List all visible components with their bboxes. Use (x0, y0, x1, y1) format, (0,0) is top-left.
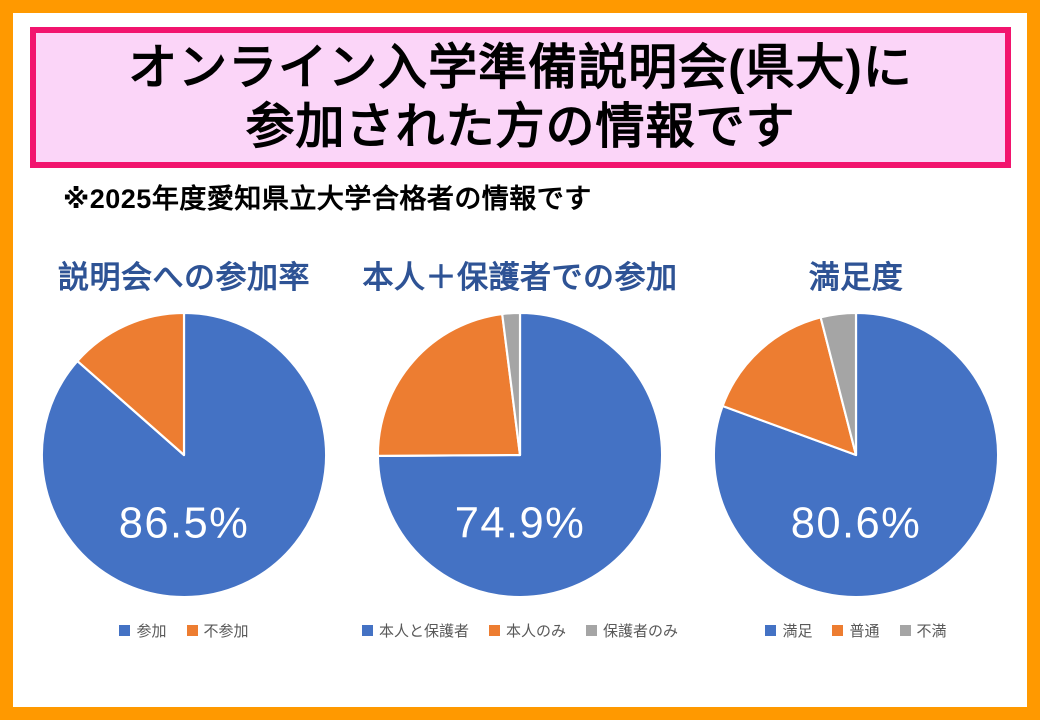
pie-slice-不参加 (76, 311, 186, 457)
legend-label: 不参加 (203, 623, 249, 640)
legend-marker-icon (488, 625, 500, 636)
pie-chart-attendee-composition: 本人＋保護者での参加 74.9% 本人と保護者 本人のみ 保護者のみ (360, 252, 680, 641)
pie-slice-満足 (712, 311, 1000, 599)
legend-marker-icon (832, 625, 844, 636)
legend-item-不満: 不満 (899, 620, 947, 641)
pie-slice-本人のみ (376, 312, 522, 457)
legend-label: 保護者のみ (603, 623, 679, 640)
chart-legend: 本人と保護者 本人のみ 保護者のみ (361, 620, 678, 641)
chart-title: 満足度 (808, 260, 904, 295)
pie-svg: 74.9% (376, 311, 664, 599)
pie-svg: 80.6% (712, 311, 1000, 599)
legend-label: 普通 (849, 623, 880, 640)
pie-center-value: 80.6% (791, 500, 922, 548)
legend-label: 本人のみ (505, 623, 566, 640)
title-line-1: オンライン入学準備説明会(県大)に (128, 40, 913, 95)
subtitle-note: ※2025年度愛知県立大学合格者の情報です (63, 184, 592, 214)
pie-slice-保護者のみ (501, 311, 522, 457)
pie-chart-satisfaction: 満足度 80.6% 満足 普通 不満 (696, 252, 1016, 641)
legend-item-不参加: 不参加 (186, 620, 249, 641)
pie-slice-不満 (819, 311, 858, 457)
chart-title: 説明会への参加率 (58, 260, 310, 295)
legend-marker-icon (586, 625, 597, 636)
pie-center-value: 86.5% (119, 500, 250, 548)
chart-title: 本人＋保護者での参加 (362, 260, 678, 295)
pie-slice-普通 (721, 316, 858, 457)
legend-label: 不満 (916, 623, 947, 640)
legend-marker-icon (765, 625, 777, 636)
legend-item-普通: 普通 (832, 620, 880, 641)
pie-chart-participation-rate: 説明会への参加率 86.5% 参加 不参加 (24, 252, 344, 641)
legend-item-保護者のみ: 保護者のみ (586, 620, 678, 641)
pie-slice-本人と保護者 (376, 311, 664, 599)
chart-legend: 参加 不参加 (119, 620, 249, 641)
legend-label: 参加 (136, 623, 167, 640)
charts-row: 説明会への参加率 86.5% 参加 不参加 本人＋保護者での参加 74.9% 本人… (24, 252, 1016, 641)
title-banner: オンライン入学準備説明会(県大)に 参加された方の情報です (30, 27, 1011, 168)
legend-label: 本人と保護者 (378, 623, 469, 640)
legend-label: 満足 (782, 623, 813, 640)
legend-item-本人のみ: 本人のみ (488, 620, 566, 641)
title-line-2: 参加された方の情報です (245, 99, 796, 154)
legend-marker-icon (361, 625, 373, 636)
chart-legend: 満足 普通 不満 (765, 620, 947, 641)
legend-marker-icon (119, 625, 131, 636)
pie-center-value: 74.9% (455, 500, 586, 548)
legend-item-満足: 満足 (765, 620, 812, 641)
legend-marker-icon (186, 625, 198, 636)
pie-svg: 86.5% (40, 311, 328, 599)
legend-item-本人と保護者: 本人と保護者 (361, 620, 469, 641)
legend-marker-icon (899, 625, 911, 636)
legend-item-参加: 参加 (119, 620, 167, 641)
